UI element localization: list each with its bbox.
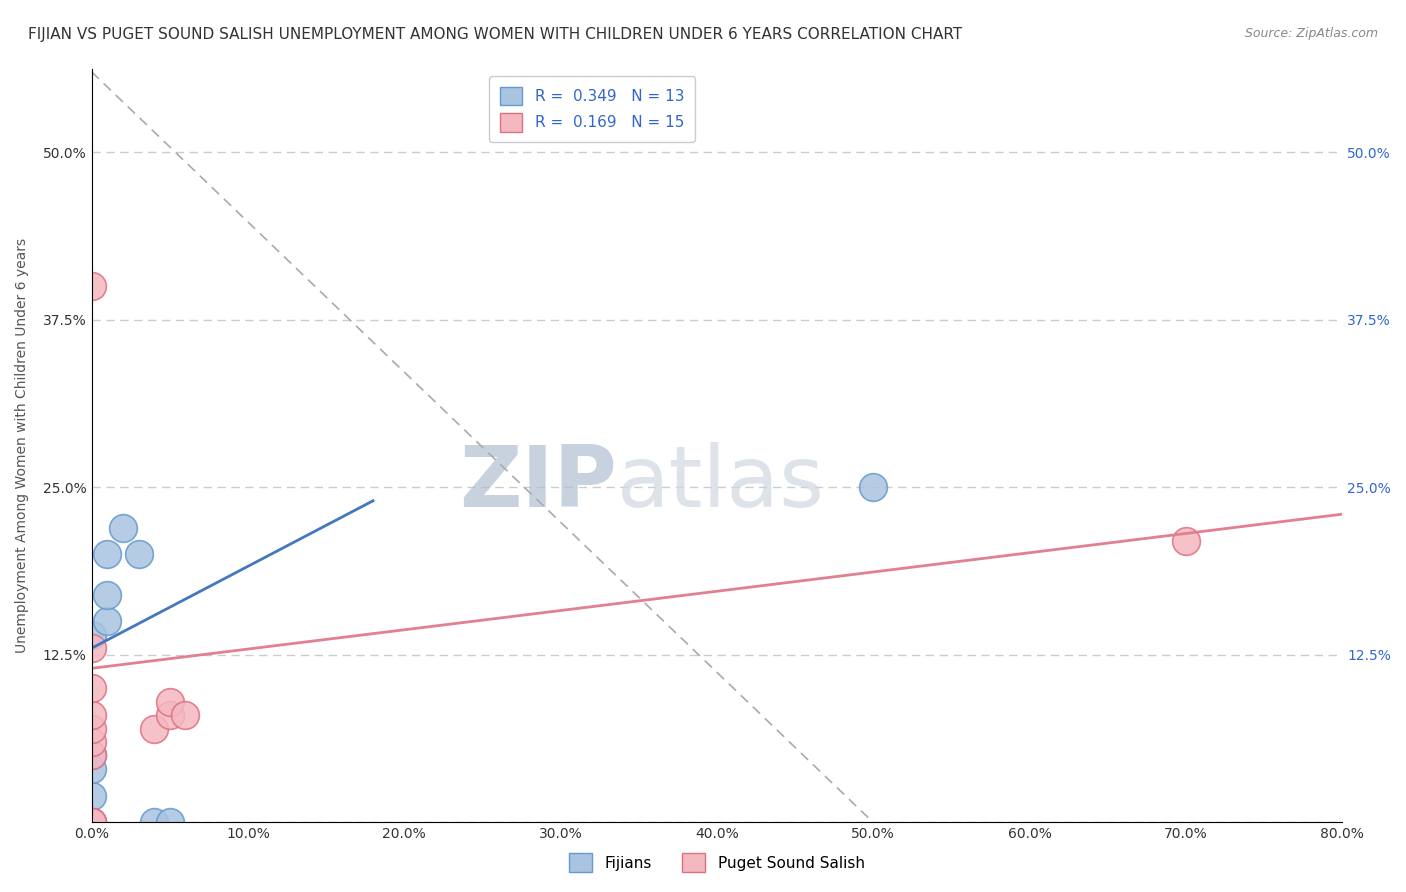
Point [80,279,103,293]
Text: Source: ZipAtlas.com: Source: ZipAtlas.com [1244,27,1378,40]
Y-axis label: Unemployment Among Women with Children Under 6 years: Unemployment Among Women with Children U… [15,238,30,653]
Point [159,695,181,709]
Point [80,815,103,830]
Point [128,548,150,562]
Text: atlas: atlas [617,442,825,524]
Point [159,708,181,723]
Text: FIJIAN VS PUGET SOUND SALISH UNEMPLOYMENT AMONG WOMEN WITH CHILDREN UNDER 6 YEAR: FIJIAN VS PUGET SOUND SALISH UNEMPLOYMEN… [28,27,962,42]
Point [80,748,103,763]
Point [80,815,103,830]
Point [96,548,118,562]
Point [80,815,103,830]
Point [96,615,118,629]
Point [80,628,103,642]
Point [80,708,103,723]
Point [174,708,197,723]
Point [80,789,103,803]
Point [80,815,103,830]
Point [80,762,103,776]
Point [111,520,134,534]
Point [862,480,884,494]
Point [80,722,103,736]
Point [80,735,103,749]
Point [80,641,103,656]
Point [80,681,103,696]
Point [159,815,181,830]
Point [143,722,166,736]
Legend: R =  0.349   N = 13, R =  0.169   N = 15: R = 0.349 N = 13, R = 0.169 N = 15 [489,76,695,143]
Text: ZIP: ZIP [460,442,617,524]
Point [80,748,103,763]
Point [143,815,166,830]
Point [1174,533,1197,548]
Point [96,588,118,602]
